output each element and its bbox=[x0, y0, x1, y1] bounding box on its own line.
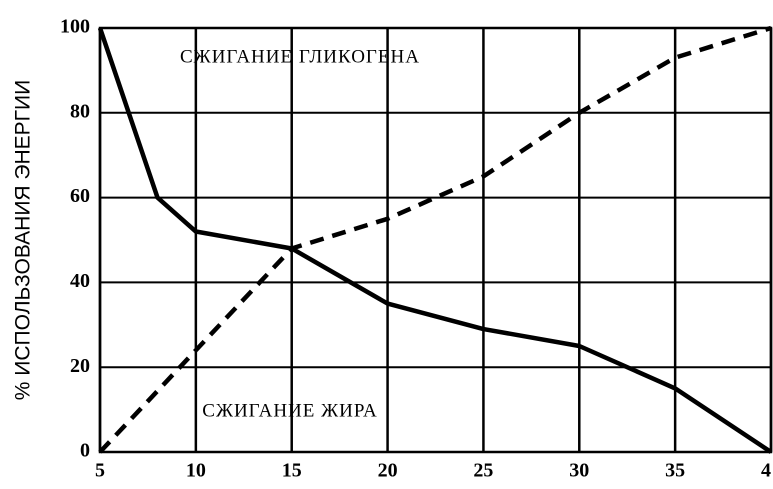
y-tick-label: 80 bbox=[70, 100, 90, 122]
y-tick-label: 0 bbox=[80, 440, 90, 462]
data-line bbox=[97, 27, 773, 454]
x-tick-label: 15 bbox=[282, 460, 302, 482]
x-tick-label: 10 bbox=[186, 460, 206, 482]
y-tick-label: 60 bbox=[70, 185, 90, 207]
data-line bbox=[98, 25, 772, 454]
y-tick-label: 20 bbox=[70, 355, 90, 377]
x-tick-label: 25 bbox=[473, 460, 493, 482]
annotation: СЖИГАНИЕ ЖИРА bbox=[202, 400, 377, 421]
x-tick-label: 35 bbox=[665, 460, 685, 482]
y-tick-label: 100 bbox=[60, 16, 90, 38]
x-tick-label: 20 bbox=[378, 460, 398, 482]
plot-frame bbox=[98, 26, 773, 454]
x-tick-label: 4 bbox=[761, 460, 771, 482]
y-tick-label: 40 bbox=[70, 270, 90, 292]
y-axis-title: % ИСПОЛЬЗОВАНИЯ ЭНЕРГИИ bbox=[12, 80, 35, 400]
annotation: СЖИГАНИЕ ГЛИКОГЕНА bbox=[180, 46, 420, 67]
x-tick-label: 5 bbox=[95, 460, 105, 482]
x-tick-label: 30 bbox=[569, 460, 589, 482]
